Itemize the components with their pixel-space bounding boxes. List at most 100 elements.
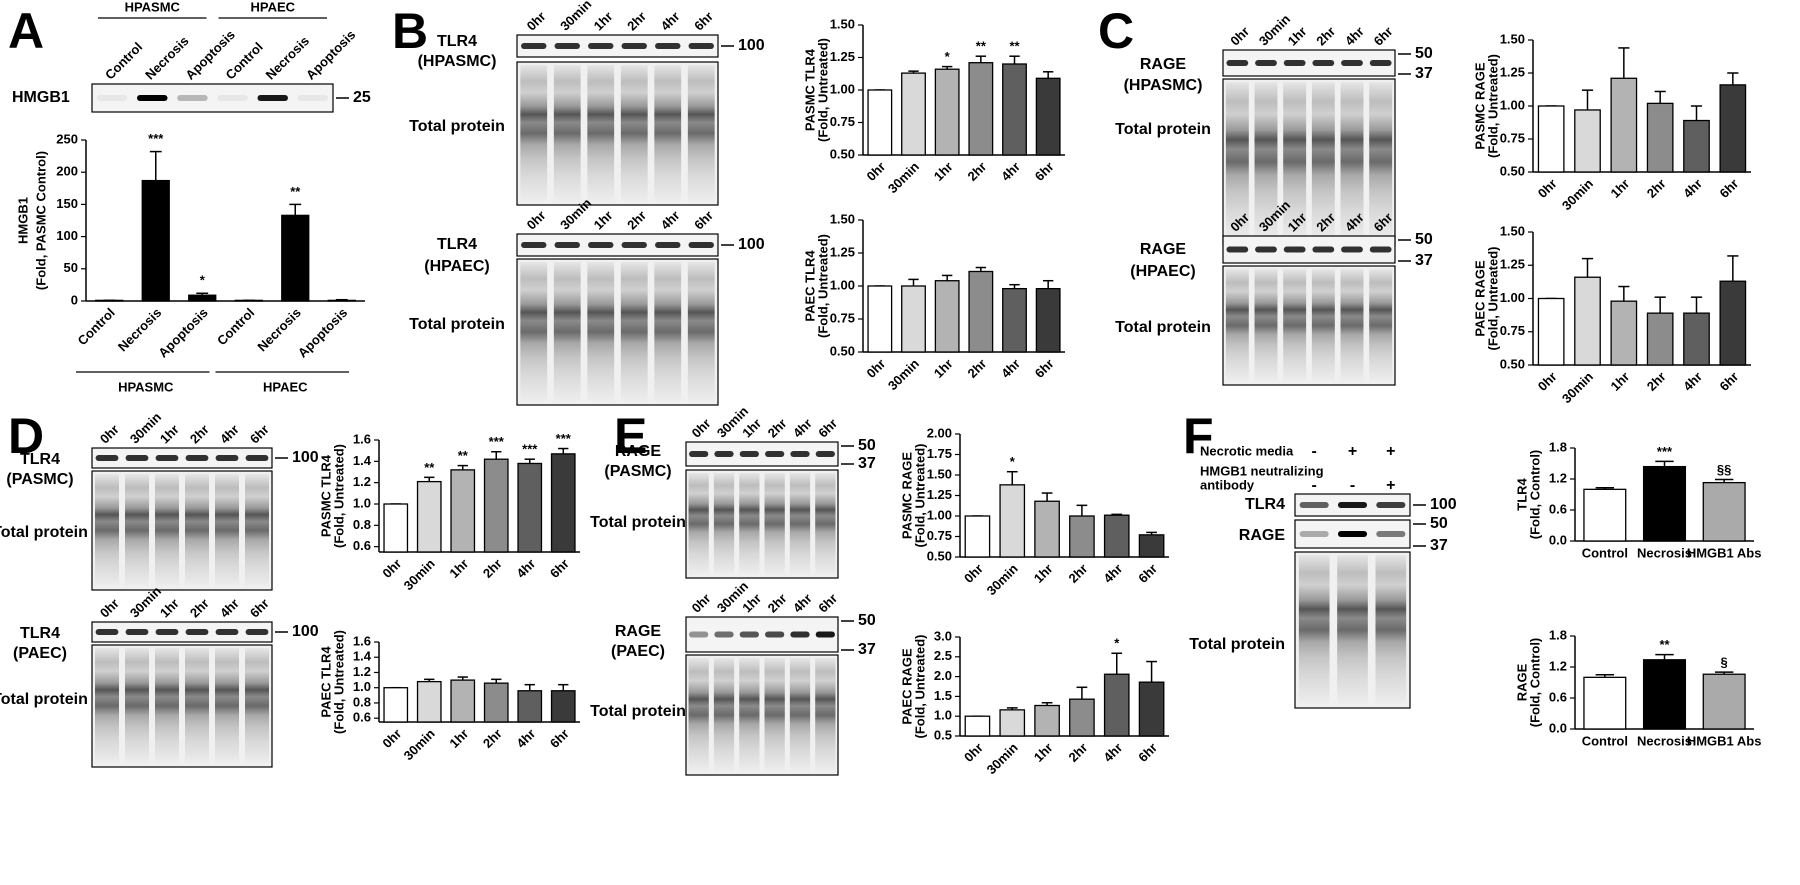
y-axis-label: (Fold, Untreated) <box>815 234 830 338</box>
bar <box>1537 297 1565 366</box>
blot-label: (HPAEC) <box>1130 263 1195 280</box>
total-protein-box <box>516 61 719 206</box>
y-tick-label: 0.8 <box>353 517 371 532</box>
total-protein-lane <box>155 474 179 587</box>
marker-label: 37 <box>858 455 876 472</box>
blot-band <box>1312 246 1335 253</box>
total-protein-lane <box>553 65 581 202</box>
x-tick-label: 4hr <box>513 556 538 581</box>
blot-strip <box>1222 49 1396 77</box>
panel-letter: C <box>1098 3 1134 59</box>
lane-label: 1hr <box>591 9 616 34</box>
blot-band <box>655 43 681 49</box>
blot-label: HMGB1 <box>12 89 70 106</box>
blot-band <box>96 95 128 101</box>
total-protein-lane <box>1369 82 1393 242</box>
bar <box>1642 659 1687 730</box>
total-protein-lane <box>185 648 209 764</box>
x-tick-label: 4hr <box>1100 740 1125 765</box>
total-protein-label: Total protein <box>1189 636 1285 653</box>
lane-label: 1hr <box>157 596 182 621</box>
total-protein-box <box>91 644 273 768</box>
x-tick-label: 1hr <box>1031 561 1056 586</box>
lane-label: 0hr <box>1227 24 1252 49</box>
x-tick-label: 0hr <box>961 561 986 586</box>
bar <box>1034 704 1060 737</box>
total-protein-lane <box>739 658 760 772</box>
y-tick-label: 1.2 <box>353 474 371 489</box>
bar <box>968 270 994 353</box>
blot-band <box>1376 502 1406 508</box>
blot-band <box>257 95 289 101</box>
x-tick-label: Control <box>214 305 257 348</box>
x-tick-label: 1hr <box>1607 176 1632 201</box>
lane-label: Control <box>102 39 145 82</box>
x-tick-label: 6hr <box>1716 176 1741 201</box>
total-protein-lane <box>245 648 269 764</box>
treatment-label: antibody <box>1200 477 1255 492</box>
blot-strip <box>91 83 334 113</box>
panel-letter: B <box>392 3 428 59</box>
bar <box>1103 673 1130 737</box>
lane-label: 4hr <box>658 9 683 34</box>
blot-band <box>1341 60 1363 66</box>
x-tick-label: 30min <box>885 159 922 196</box>
x-tick-label: 0hr <box>379 726 404 751</box>
blot-band <box>790 451 810 457</box>
x-tick-label: 2hr <box>1066 561 1091 586</box>
y-tick-label: 1.6 <box>353 431 371 446</box>
bar <box>234 299 263 302</box>
blot-label: (HPASMC) <box>1124 77 1203 94</box>
bar <box>1002 287 1027 353</box>
blot-band <box>588 242 614 248</box>
x-tick-label: 4hr <box>998 356 1023 381</box>
y-axis-label: (Fold, Untreated) <box>912 444 927 548</box>
lane-label: 30min <box>557 0 594 34</box>
blot-band <box>136 95 168 101</box>
bar <box>517 462 543 553</box>
blot-label: TLR4 <box>20 625 60 642</box>
y-tick-label: 2.0 <box>934 668 952 683</box>
blot-band <box>185 629 209 635</box>
lane-label: 6hr <box>691 208 716 233</box>
marker-label: 37 <box>1415 65 1433 82</box>
total-protein-label: Total protein <box>0 524 88 541</box>
y-axis-label: (Fold, Control) <box>1527 450 1542 540</box>
x-tick-label: 6hr <box>1135 561 1160 586</box>
x-tick-label: 30min <box>1559 176 1596 213</box>
total-protein-lane <box>95 474 119 587</box>
bar <box>1002 63 1027 156</box>
total-protein-lane <box>215 648 239 764</box>
x-tick-label: 2hr <box>1644 369 1669 394</box>
blot-band <box>1299 531 1329 537</box>
bar <box>867 89 893 156</box>
y-tick-label: 2.5 <box>934 648 952 663</box>
blot-label: RAGE <box>1140 56 1187 73</box>
blot-strip <box>91 447 273 469</box>
blot-band <box>765 451 785 457</box>
blot-band <box>155 629 179 635</box>
x-tick-label: 2hr <box>480 556 505 581</box>
total-protein-lane <box>1283 269 1307 382</box>
bar <box>1642 465 1687 542</box>
blot-band <box>1255 60 1277 66</box>
x-tick-label: 6hr <box>1032 159 1057 184</box>
total-protein-label: Total protein <box>409 118 505 135</box>
x-tick-label: 30min <box>401 556 438 593</box>
blot-band <box>521 43 547 49</box>
x-tick-label: 4hr <box>998 159 1023 184</box>
bar <box>550 690 576 723</box>
x-tick-label: 6hr <box>1716 369 1741 394</box>
panel-letter: D <box>8 408 44 464</box>
total-protein-lane <box>1340 269 1364 382</box>
blot-band <box>1226 246 1249 253</box>
bar <box>1069 698 1095 737</box>
blot-strip <box>1222 235 1396 264</box>
total-protein-lane <box>215 474 239 587</box>
lane-label: 6hr <box>691 9 716 34</box>
x-tick-label: 2hr <box>964 356 989 381</box>
y-tick-label: 1.00 <box>1500 97 1525 112</box>
x-tick-label: 4hr <box>1680 369 1705 394</box>
total-protein-lane <box>687 65 715 202</box>
blot-band <box>125 629 149 635</box>
